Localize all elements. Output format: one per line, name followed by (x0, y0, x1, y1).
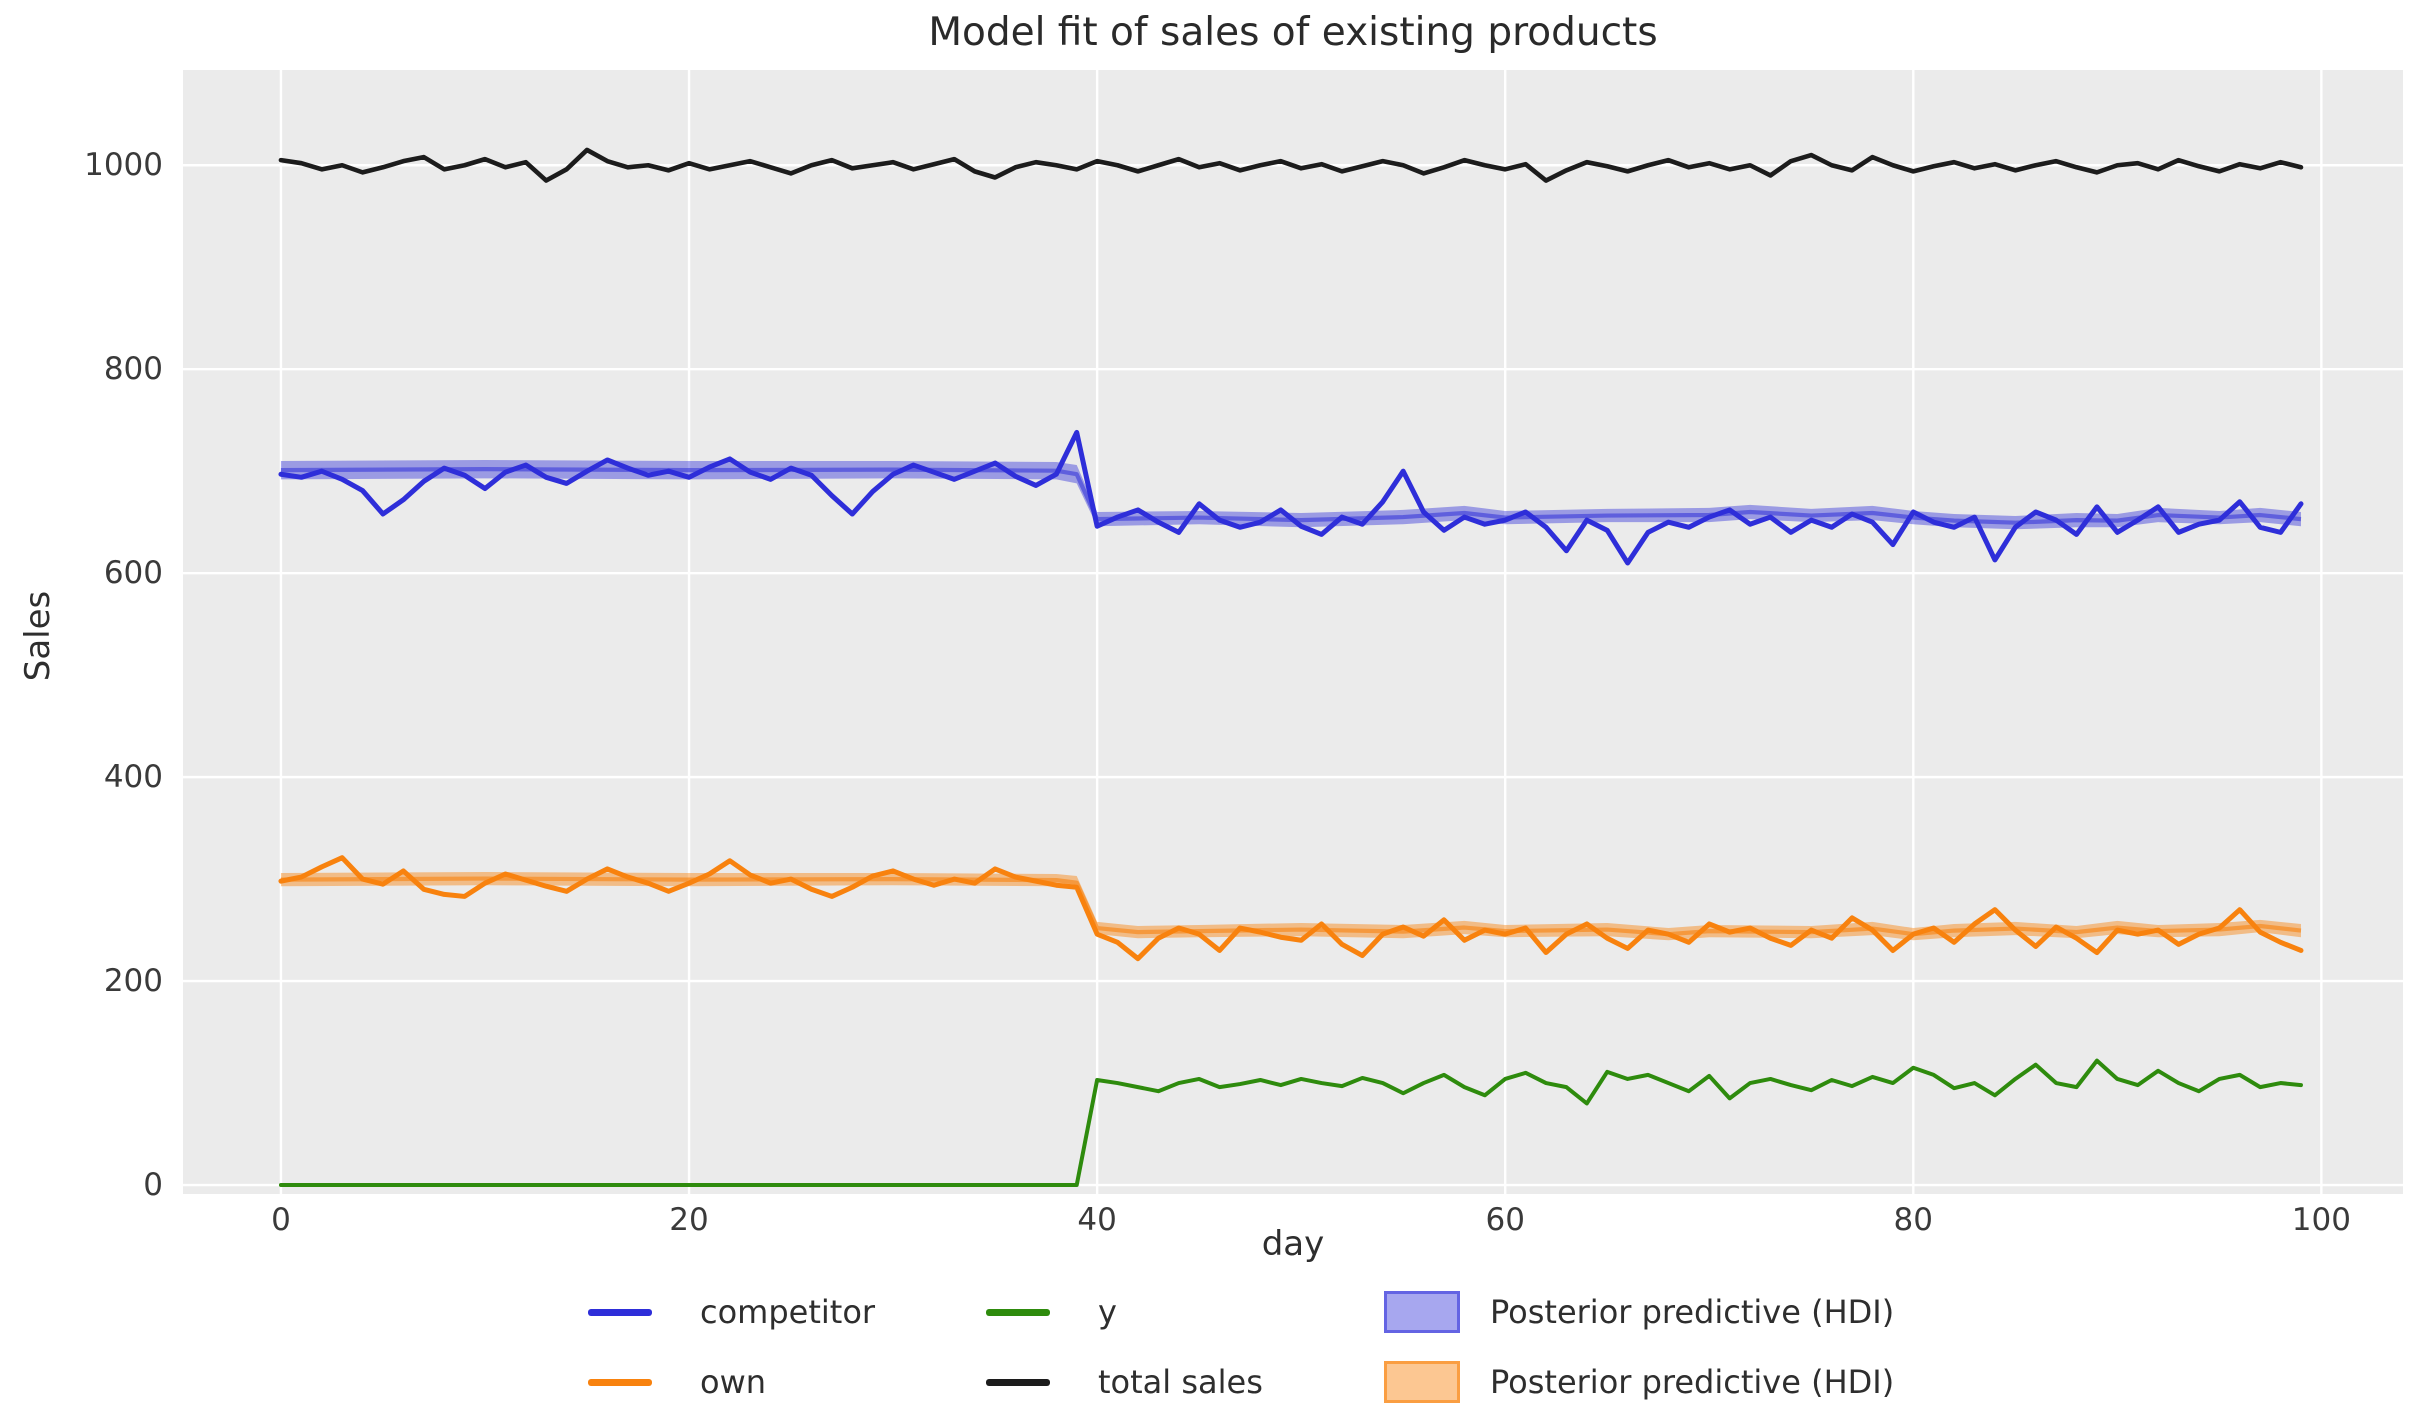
x-tick-label: 100 (2291, 1202, 2351, 1238)
legend-item: competitor (588, 1277, 875, 1347)
legend-line-swatch (986, 1378, 1050, 1386)
y-tick-label: 0 (143, 1167, 163, 1204)
legend-item-label: Posterior predictive (HDI) (1490, 1363, 1895, 1401)
legend-line-swatch (588, 1308, 652, 1316)
series-line-y (278, 1058, 2303, 1188)
legend-column: Posterior predictive (HDI) Posterior pred… (1384, 1277, 1894, 1417)
x-tick-label: 60 (1485, 1202, 1525, 1238)
legend-item-label: Posterior predictive (HDI) (1490, 1293, 1895, 1331)
y-tick-label: 600 (103, 555, 163, 592)
x-tick-label: 40 (1077, 1202, 1117, 1238)
x-axis-label: day (1261, 1224, 1325, 1264)
series-line-competitor (278, 429, 2304, 566)
legend-item: total sales (986, 1347, 1263, 1417)
legend-item: Posterior predictive (HDI) (1384, 1277, 1894, 1347)
legend-item: own (588, 1347, 875, 1417)
legend-item-label: total sales (1098, 1363, 1263, 1401)
legend-line-swatch (986, 1308, 1050, 1316)
posterior-mean-line-1 (280, 876, 2302, 937)
legend-patch-swatch (1384, 1361, 1460, 1403)
axes-background (183, 70, 2403, 1194)
hdi-band-0 (280, 459, 2301, 530)
series-line-total-sales (278, 147, 2304, 183)
legend-line-swatch (588, 1378, 652, 1386)
y-tick-label: 1000 (84, 147, 163, 184)
y-tick-label: 800 (103, 351, 163, 388)
legend-item-label: competitor (700, 1293, 876, 1331)
y-tick-label: 200 (103, 963, 163, 1000)
x-tick-label: 80 (1893, 1202, 1933, 1238)
legend-column: competitor own (588, 1277, 875, 1417)
legend-item: y (986, 1277, 1263, 1347)
chart-title: Model fit of sales of existing products (928, 10, 1658, 55)
legend-item: Posterior predictive (HDI) (1384, 1347, 1894, 1417)
legend-item-label: own (700, 1363, 767, 1401)
legend-patch-swatch (1384, 1291, 1460, 1333)
legend-column: y total sales (986, 1277, 1263, 1417)
series-line-own (278, 855, 2304, 962)
y-tick-label: 400 (103, 759, 163, 796)
legend-item-label: y (1098, 1293, 1117, 1331)
x-tick-label: 20 (669, 1202, 709, 1238)
x-tick-label: 0 (271, 1202, 291, 1238)
